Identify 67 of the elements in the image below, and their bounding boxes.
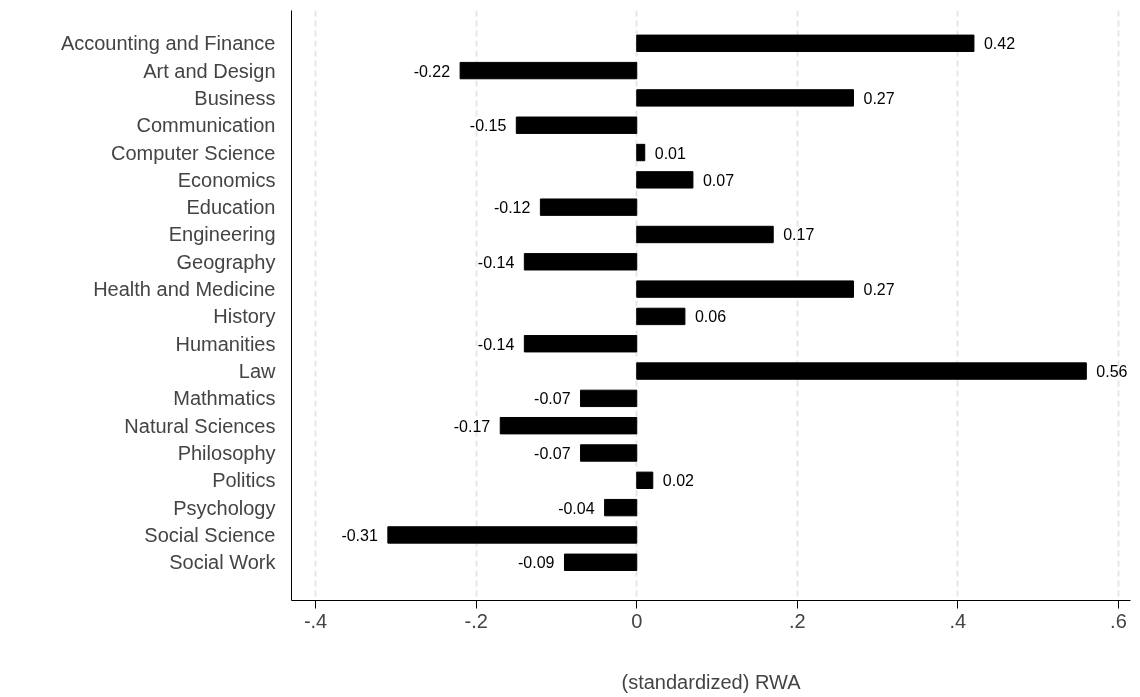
- y-tick-label: Education: [186, 196, 276, 219]
- y-tick-label: Psychology: [173, 496, 276, 519]
- bar: [604, 498, 638, 517]
- y-tick-label: Economics: [177, 168, 276, 191]
- y-tick-label: Geography: [176, 250, 276, 273]
- data-label: -0.07: [534, 390, 571, 408]
- bar: [563, 553, 638, 571]
- data-label: -0.12: [493, 199, 531, 217]
- bar: [636, 225, 774, 244]
- x-tick-label: .2: [788, 609, 806, 632]
- y-tick-label: Accounting and Finance: [60, 32, 276, 55]
- bar: [636, 89, 855, 107]
- data-label: 0.17: [783, 226, 815, 244]
- y-tick-label: Philosophy: [177, 442, 276, 464]
- data-label: -0.07: [534, 445, 571, 462]
- y-tick-label: Law: [238, 360, 277, 383]
- bar: [539, 198, 638, 216]
- bar: [499, 416, 638, 435]
- bar: [636, 307, 686, 326]
- data-label: 0.02: [662, 472, 695, 490]
- bar: [636, 143, 646, 162]
- y-tick-label: Communication: [136, 114, 276, 137]
- bar: [636, 171, 694, 189]
- bar: [387, 526, 638, 544]
- bar: [636, 362, 1087, 380]
- y-tick-label: Politics: [212, 469, 276, 492]
- data-label: 0.06: [694, 308, 727, 326]
- y-tick-label: History: [213, 305, 276, 328]
- data-label: -0.22: [413, 62, 451, 80]
- x-tick-label: -.4: [303, 609, 328, 632]
- y-tick-label: Computer Science: [110, 141, 276, 164]
- bar: [636, 280, 855, 298]
- y-tick-label: Mathmatics: [173, 387, 276, 410]
- data-label: -0.14: [477, 335, 515, 353]
- y-tick-label: Natural Sciences: [124, 414, 276, 437]
- bar: [580, 444, 638, 462]
- y-tick-label: Business: [194, 86, 276, 109]
- bar: [523, 335, 638, 353]
- x-tick-label: 0: [631, 609, 643, 632]
- data-label: -0.04: [558, 499, 595, 517]
- data-label: 0.42: [983, 35, 1016, 53]
- x-tick-label: -.2: [464, 609, 488, 632]
- bar: [523, 253, 638, 271]
- y-tick-label: Social Science: [144, 523, 276, 546]
- y-tick-label: Humanities: [175, 332, 276, 355]
- x-axis-title: (standardized) RWA: [621, 670, 802, 693]
- bar: [515, 116, 638, 134]
- data-label: -0.17: [453, 417, 491, 435]
- bar: [580, 389, 638, 408]
- data-label: -0.31: [341, 526, 378, 544]
- data-label: 0.56: [1096, 363, 1128, 381]
- bar: [636, 34, 975, 52]
- data-label: 0.27: [863, 281, 895, 299]
- x-tick-label: .6: [1110, 609, 1127, 632]
- x-tick-label: .4: [949, 609, 967, 632]
- y-tick-label: Art and Design: [143, 59, 276, 82]
- data-label: 0.01: [654, 144, 687, 162]
- y-tick-label: Health and Medicine: [93, 278, 276, 301]
- y-tick-label: Social Work: [169, 551, 277, 574]
- bar: [459, 61, 638, 80]
- data-label: -0.14: [477, 253, 515, 271]
- data-label: -0.15: [469, 117, 507, 135]
- data-label: 0.07: [702, 171, 735, 189]
- y-tick-label: Engineering: [168, 223, 276, 246]
- data-label: -0.09: [518, 554, 555, 572]
- data-label: 0.27: [863, 89, 895, 107]
- bar: [636, 471, 654, 490]
